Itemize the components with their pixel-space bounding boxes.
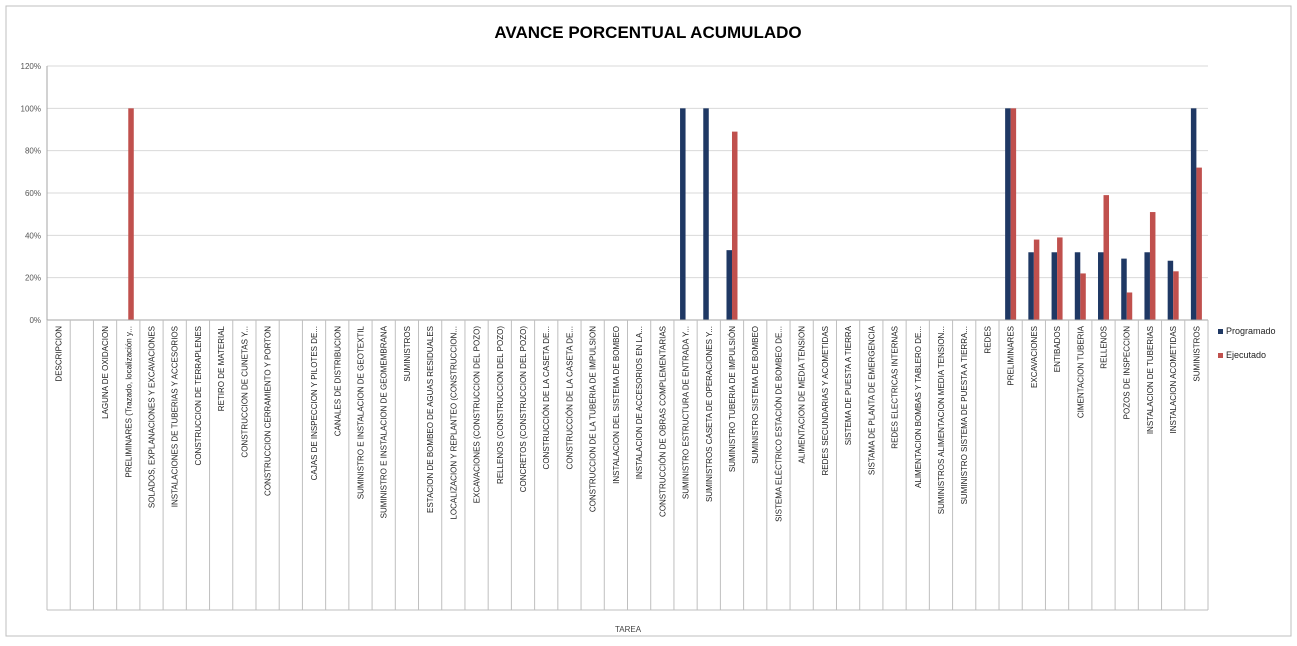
bar-ejecutado	[1033, 239, 1040, 320]
bar-ejecutado	[1149, 212, 1156, 320]
x-axis-title: TAREA	[615, 625, 642, 634]
x-tick-label: ESTACION DE BOMBEO DE AGUAS RESIDUALES	[426, 326, 435, 513]
x-tick-label: RETIRO DE MATERIAL	[217, 325, 226, 411]
x-tick-label: REDES ELECTRICAS INTERNAS	[891, 326, 900, 449]
x-tick-label: CONCRETOS (CONSTRUCCION DEL POZO)	[519, 326, 528, 493]
y-tick-label: 20%	[25, 274, 41, 283]
y-tick-label: 60%	[25, 189, 41, 198]
bar-programado	[1144, 252, 1150, 320]
x-tick-label: LOCALIZACION Y REPLANTEO (CONSTRUCCION..…	[449, 326, 458, 520]
legend-label: Programado	[1226, 326, 1276, 336]
bar-ejecutado	[128, 108, 134, 320]
x-tick-label: PRELIMINARES	[1007, 326, 1016, 386]
x-tick-label: PRELIMINARES (Trazado, localización y...	[124, 326, 133, 478]
x-tick-label: SUMINISTRO E INSTALACION DE GEOMEMBRANA	[380, 325, 389, 518]
bar-programado	[1005, 108, 1011, 320]
y-axis: 0% 20% 40% 60% 80% 100% 120%	[21, 62, 48, 325]
x-tick-label: SUMINISTROS CASETA DE OPERACIONES Y...	[705, 326, 714, 502]
x-tick-label: RELLENOS (CONSTRUCCION DEL POZO)	[496, 326, 505, 484]
bar-programado	[1098, 252, 1104, 320]
x-tick-label: CIMENTACION TUBERIA	[1076, 325, 1085, 418]
bars	[128, 108, 1202, 320]
bar-programado	[1074, 252, 1081, 320]
x-tick-label: LAGUNA DE OXIDACION	[101, 326, 110, 419]
y-tick-label: 0%	[29, 316, 41, 325]
bar-programado	[703, 108, 709, 320]
x-tick-label: CONSTRUCCION DE LA TUBERIA DE IMPULSION	[589, 326, 598, 512]
bar-ejecutado	[1196, 167, 1202, 320]
x-tick-label: SOLADOS, EXPLANACIONES Y EXCAVACIONES	[147, 326, 156, 508]
bar-programado	[1167, 260, 1174, 320]
x-tick-label: ALIMENTACION BOMBAS Y TABLERO DE...	[914, 326, 923, 488]
bar-programado	[726, 250, 732, 320]
bar-ejecutado	[1080, 273, 1086, 320]
bar-ejecutado	[1126, 292, 1133, 320]
x-tick-label: SISTAMA DE PLANTA DE EMERGENCIA	[867, 325, 876, 475]
x-axis: DESCRIPCION LAGUNA DE OXIDACION PRELIMINAR…	[46, 319, 1209, 611]
x-tick-label: INSTALACION DE ACCESORIOS EN LA...	[635, 326, 644, 479]
gridlines	[47, 65, 1208, 321]
bar-ejecutado	[1103, 195, 1110, 320]
y-tick-label: 120%	[21, 62, 41, 71]
x-tick-label: SUMINISTROS ALIMENTACION MEDIA TENSION..…	[937, 326, 946, 514]
x-tick-label: EXCAVACIONES (CONSTRUCCION DEL POZO)	[473, 326, 482, 504]
x-tick-label: RELLENOS	[1100, 326, 1109, 369]
x-tick-label: INSTALACION DE TUBERIAS	[1146, 326, 1155, 434]
bar-programado	[680, 108, 686, 320]
bar-programado	[1051, 252, 1058, 320]
x-tick-label: CONSTRUCCION DE TERRAPLENES	[194, 326, 203, 465]
x-tick-label: INSTALACIONES DE TUBERIAS Y ACCESORIOS	[171, 326, 180, 507]
bar-programado	[1028, 252, 1034, 320]
x-tick-label: SUMINISTRO SISTEMA DE BOMBEO	[751, 326, 760, 464]
x-tick-label: REDES	[983, 326, 992, 354]
x-tick-label: SUMINISTRO E INSTALACION DE GEOTEXTIL	[356, 325, 365, 499]
x-tick-label: SUMINISTROS	[1192, 326, 1201, 382]
bar-ejecutado	[1173, 271, 1179, 320]
bar-ejecutado	[1057, 237, 1063, 320]
y-tick-label: 100%	[21, 104, 41, 113]
legend-swatch	[1218, 329, 1223, 334]
x-tick-label: SISTEMA ELÉCTRICO ESTACIÓN DE BOMBEO DE.…	[774, 326, 783, 522]
x-tick-label: REDES SECUNDARIAS Y ACOMETIDAS	[821, 326, 830, 476]
bar-programado	[1121, 258, 1127, 320]
x-tick-label: CAJAS DE INSPECCION Y PILOTES DE...	[310, 326, 319, 480]
bar-ejecutado	[731, 131, 738, 320]
x-tick-label: EXCAVACIONES	[1030, 326, 1039, 388]
x-tick-label: ALIMENTACION DE MEDIA TENSION	[798, 326, 807, 464]
legend: Programado Ejecutado	[1218, 326, 1276, 360]
x-tick-label: CONSTRUCCION DE CUNETAS Y...	[240, 326, 249, 458]
legend-label: Ejecutado	[1226, 350, 1266, 360]
x-tick-label: CANALES DE DISTRIBUCION	[333, 326, 342, 436]
x-tick-label: POZOS DE INSPECCION	[1123, 326, 1132, 420]
x-tick-label: INSTALACION DEL SISTEMA DE BOMBEO	[612, 326, 621, 484]
x-tick-label: CONSTRUCCIÓN DE OBRAS COMPLEMENTARIAS	[658, 326, 667, 517]
x-tick-label: SUMINISTRO SISTEMA DE PUESTA A TIERRA...	[960, 326, 969, 504]
x-tick-label: DESCRIPCION	[55, 326, 64, 382]
x-tick-label: ENTIBADOS	[1053, 326, 1062, 372]
x-tick-label: CONSTRUCCIÓN DE LA CASETA DE...	[542, 326, 551, 469]
x-tick-label: SUMINISTROS	[403, 326, 412, 382]
x-tick-label: SUMINISTRO TUBERIA DE IMPULSIÓN	[728, 326, 737, 472]
y-tick-label: 40%	[25, 231, 41, 240]
x-tick-label: CONSTRUCCIÓN DE LA CASETA DE...	[565, 326, 574, 469]
chart-title: AVANCE PORCENTUAL ACUMULADO	[494, 23, 801, 42]
x-tick-label: CONSTRUCCION CERRAMIENTO Y PORTON	[264, 326, 273, 496]
x-tick-label: INSTALACION ACOMETIDAS	[1169, 326, 1178, 433]
legend-swatch	[1218, 353, 1223, 358]
x-tick-label: SUMINISTRO ESTRUCTURA DE ENTRADA Y...	[682, 326, 691, 499]
chart-border	[5, 5, 1292, 637]
bar-ejecutado	[1010, 108, 1017, 320]
x-tick-label: SISTEMA DE PUESTA A TIERRA	[844, 325, 853, 445]
y-tick-label: 80%	[25, 147, 41, 156]
bar-programado	[1190, 108, 1197, 320]
